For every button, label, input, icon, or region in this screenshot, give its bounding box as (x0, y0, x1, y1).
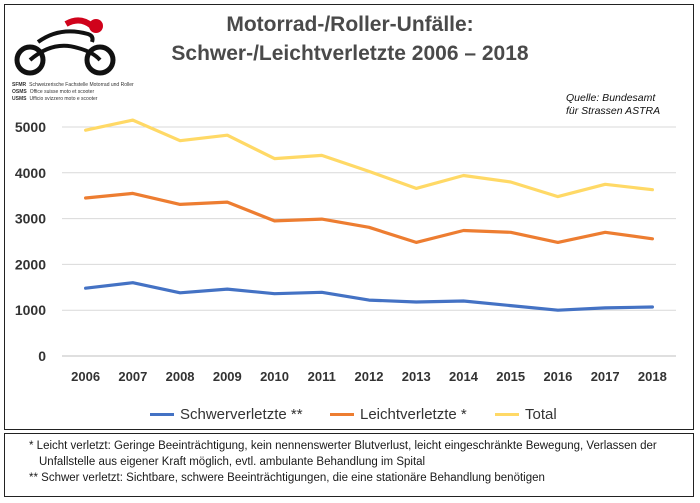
line-chart: 0 1000 2000 3000 4000 5000 2006 2007 2008 2009 201… (15, 118, 676, 384)
x-tick-label: 2014 (449, 369, 479, 384)
x-tick-label: 2012 (355, 369, 384, 384)
legend-item-total: Total (495, 406, 557, 423)
footnote-schwer: ** Schwer verletzt: Sichtbare, schwere B… (29, 472, 545, 484)
y-tick-label: 5000 (15, 119, 46, 135)
x-tick-label: 2018 (638, 369, 667, 384)
series-line-total (83, 118, 655, 199)
chart-title-line-1: Motorrad-/Roller-Unfälle: (226, 13, 474, 36)
x-tick-label: 2016 (543, 369, 572, 384)
y-tick-label: 4000 (15, 165, 46, 181)
x-tick-label: 2006 (71, 369, 100, 384)
x-tick-label: 2011 (308, 369, 336, 384)
logo-line-3: USMS Ufficio svizzero moto e scooter (12, 96, 98, 102)
legend-label-schwer: Schwerverletzte ** (180, 406, 303, 423)
x-tick-label: 2015 (496, 369, 525, 384)
legend-item-leicht: Leichtverletzte * (330, 406, 467, 423)
x-tick-label: 2008 (166, 369, 195, 384)
legend-swatch-schwer (150, 413, 174, 416)
y-tick-label: 2000 (15, 256, 46, 272)
source-line-1: Quelle: Bundesamt (566, 92, 656, 104)
source-note: Quelle: Bundesamt für Strassen ASTRA (566, 92, 660, 118)
x-tick-label: 2009 (213, 369, 242, 384)
legend-swatch-leicht (330, 413, 354, 416)
sfmr-logo: SFMR Schweizerische Fachstelle Motorrad u… (8, 12, 134, 104)
logo-line-2: OSMS Office suisse moto et scooter (12, 89, 95, 95)
legend-label-total: Total (525, 406, 557, 423)
y-tick-label: 3000 (15, 211, 46, 227)
logo-line-1: SFMR Schweizerische Fachstelle Motorrad u… (12, 82, 134, 88)
y-tick-label: 0 (38, 348, 46, 364)
legend-item-schwer: Schwerverletzte ** (150, 406, 303, 423)
series-line-schwerverletzte (83, 281, 655, 312)
motorcycle-rider-icon (14, 17, 116, 76)
footnote-box: * Leicht verletzt: Geringe Beeinträchtig… (4, 433, 694, 497)
x-tick-label: 2013 (402, 369, 431, 384)
chart-title-line-2: Schwer-/Leichtverletzte 2006 – 2018 (171, 42, 529, 65)
x-tick-label: 2010 (260, 369, 289, 384)
chart-frame (4, 4, 694, 430)
x-tick-label: 2007 (118, 369, 147, 384)
footnote-leicht-line-2: Unfallstelle aus eigener Kraft möglich, … (39, 456, 426, 468)
legend-label-leicht: Leichtverletzte * (360, 406, 467, 423)
legend: Schwerverletzte ** Leichtverletzte * Tot… (150, 406, 570, 426)
source-line-2: für Strassen ASTRA (566, 105, 661, 117)
legend-swatch-total (495, 413, 519, 416)
x-tick-label: 2017 (591, 369, 620, 384)
series-line-leichtverletzte (83, 191, 655, 244)
footnote-leicht-line-1: * Leicht verletzt: Geringe Beeinträchtig… (29, 440, 657, 452)
y-tick-label: 1000 (15, 302, 46, 318)
